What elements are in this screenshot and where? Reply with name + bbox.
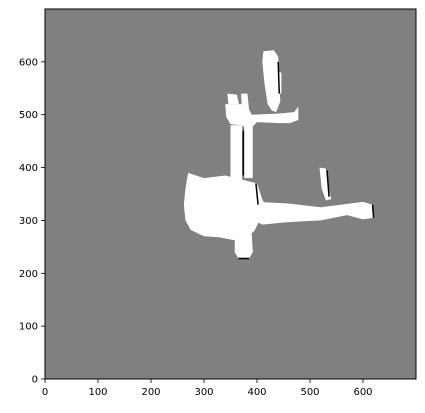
free-region-upper-mid-block — [241, 93, 250, 115]
wall-east-stub — [326, 170, 330, 197]
y-tick-label: 600 — [19, 57, 38, 68]
wall-hub-east — [255, 183, 259, 205]
wall-east-end — [371, 204, 375, 218]
free-region-central-hub — [183, 172, 268, 241]
free-region-upper-corridor — [262, 50, 281, 113]
y-tick-label: 0 — [32, 375, 38, 386]
x-tick-label: 300 — [194, 387, 213, 398]
map-plot-area — [44, 8, 417, 380]
y-tick-label: 300 — [19, 216, 38, 227]
x-tick-label: 600 — [353, 387, 372, 398]
y-axis: 0 100 200 300 400 500 600 — [19, 57, 45, 386]
x-tick-label: 500 — [300, 387, 319, 398]
free-region-upper-left-spur — [227, 93, 239, 105]
obstacle-layer — [238, 61, 375, 260]
free-region-vertical-shaft — [230, 125, 243, 192]
x-tick-label: 100 — [88, 387, 107, 398]
free-region-east-corridor — [254, 201, 374, 225]
free-region-south-stub — [234, 233, 253, 259]
y-tick-label: 100 — [19, 322, 38, 333]
free-space-layer — [183, 50, 374, 259]
x-tick-label: 200 — [141, 387, 160, 398]
axes-frame — [44, 8, 417, 380]
y-tick-label: 200 — [19, 269, 38, 280]
y-tick-label: 500 — [19, 110, 38, 121]
x-axis: 0 100 200 300 400 500 600 — [42, 379, 373, 398]
x-tick-label: 400 — [247, 387, 266, 398]
y-tick-label: 400 — [19, 163, 38, 174]
wall-right-corridor — [277, 61, 281, 94]
free-region-vertical-shaft-right — [244, 125, 253, 179]
x-tick-label: 0 — [42, 387, 48, 398]
